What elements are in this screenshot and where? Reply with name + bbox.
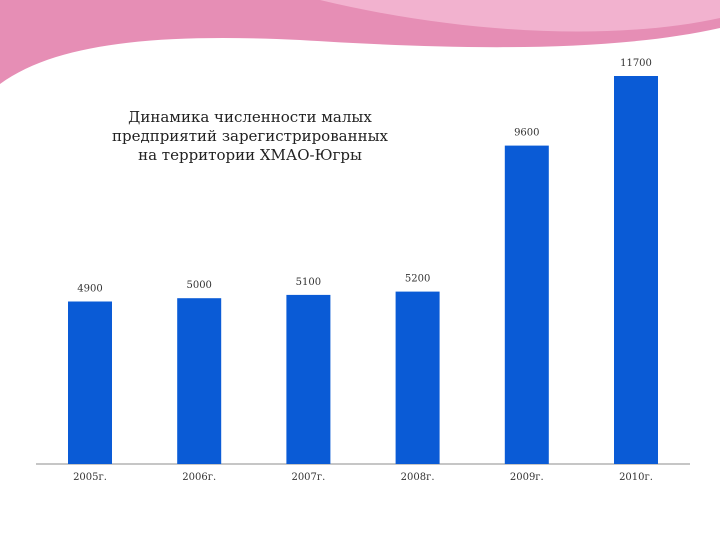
bar-2007г. <box>286 294 331 464</box>
data-label-2008г.: 5200 <box>405 274 430 285</box>
x-tick-label-2005г.: 2005г. <box>73 472 107 483</box>
bar-2010г. <box>614 76 658 464</box>
decorative-banner <box>0 0 720 84</box>
data-label-2010г.: 11700 <box>620 58 652 69</box>
x-tick-label-2009г.: 2009г. <box>510 472 544 483</box>
bar-2009г. <box>504 145 549 464</box>
bar-2008г. <box>395 291 440 464</box>
x-tick-label-2008г.: 2008г. <box>401 472 435 483</box>
data-label-2007г.: 5100 <box>296 277 321 288</box>
data-label-2009г.: 9600 <box>514 128 539 139</box>
chart-title: Динамика численности малых предприятий з… <box>111 108 388 164</box>
x-tick-label-2006г.: 2006г. <box>182 472 216 483</box>
x-tick-label-2007г.: 2007г. <box>291 472 325 483</box>
bar-2005г. <box>68 301 112 464</box>
banner-wave-light <box>320 0 720 32</box>
data-label-2006г.: 5000 <box>186 280 211 291</box>
bar-2006г. <box>177 298 222 464</box>
x-tick-label-2010г.: 2010г. <box>619 472 653 483</box>
data-label-2005г.: 4900 <box>77 284 102 295</box>
